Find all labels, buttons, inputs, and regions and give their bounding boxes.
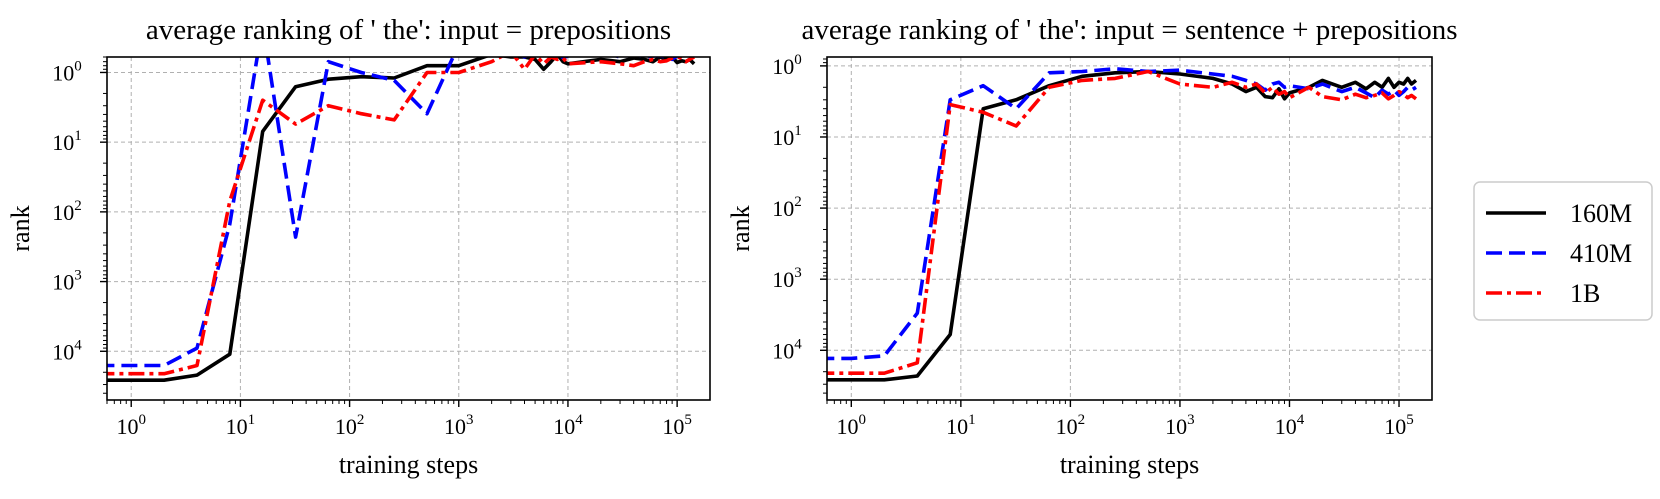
series-lines bbox=[827, 67, 1418, 382]
x-axis-label: training steps bbox=[1060, 450, 1199, 479]
series-lines bbox=[107, 57, 696, 383]
y-tick-label: 101 bbox=[52, 128, 82, 155]
x-tick-label: 102 bbox=[335, 412, 365, 439]
ticks bbox=[820, 58, 1400, 407]
axes-frame bbox=[106, 56, 711, 401]
chart-panel-prepositions: 100 101 102 103 104 105 100 101 102 103 104 average… bbox=[6, 14, 711, 479]
y-tick-label: 100 bbox=[52, 58, 82, 85]
axes-frame bbox=[826, 56, 1433, 401]
x-tick-label: 105 bbox=[1384, 412, 1414, 439]
chart-title: average ranking of ' the': input = prepo… bbox=[146, 14, 671, 46]
y-tick-label: 104 bbox=[52, 337, 82, 364]
y-axis-label: rank bbox=[6, 205, 35, 251]
series-line-1b bbox=[107, 57, 695, 376]
x-tick-label: 101 bbox=[946, 412, 976, 439]
legend-label-1b: 1B bbox=[1570, 279, 1600, 308]
x-axis-label: training steps bbox=[339, 450, 478, 479]
x-tick-label: 105 bbox=[662, 412, 692, 439]
series-line-1b bbox=[827, 69, 1418, 376]
series-line-160m bbox=[107, 57, 696, 383]
x-tick-label: 104 bbox=[553, 412, 583, 439]
series-line-410m bbox=[827, 67, 1417, 361]
y-tick-label: 103 bbox=[52, 268, 82, 295]
grid bbox=[827, 57, 1432, 400]
y-tick-label: 104 bbox=[772, 336, 802, 363]
chart-panel-sentence-prepositions: 100 101 102 103 104 105 100 101 102 103 104 average… bbox=[726, 14, 1458, 479]
x-tick-label: 103 bbox=[1165, 412, 1195, 439]
y-tick-label: 103 bbox=[772, 265, 802, 292]
x-tick-label: 101 bbox=[226, 412, 255, 439]
y-tick-label: 101 bbox=[772, 123, 802, 150]
legend-label-160m: 160M bbox=[1570, 199, 1632, 228]
x-tick-label: 100 bbox=[116, 412, 146, 439]
x-tick-label: 104 bbox=[1275, 412, 1305, 439]
series-line-160m bbox=[827, 69, 1418, 382]
legend-label-410m: 410M bbox=[1570, 239, 1632, 268]
x-tick-label: 100 bbox=[837, 412, 867, 439]
ticks bbox=[100, 56, 678, 407]
y-tick-label: 102 bbox=[52, 198, 82, 225]
legend: 160M 410M 1B bbox=[1473, 181, 1653, 321]
chart-title: average ranking of ' the': input = sente… bbox=[802, 14, 1458, 46]
y-tick-label: 100 bbox=[772, 52, 802, 79]
x-tick-label: 103 bbox=[444, 412, 474, 439]
series-line-410m bbox=[107, 57, 679, 368]
y-axis-label: rank bbox=[726, 205, 755, 251]
x-tick-label: 102 bbox=[1056, 412, 1086, 439]
y-tick-label: 102 bbox=[772, 194, 802, 221]
legend-box bbox=[1473, 181, 1653, 321]
